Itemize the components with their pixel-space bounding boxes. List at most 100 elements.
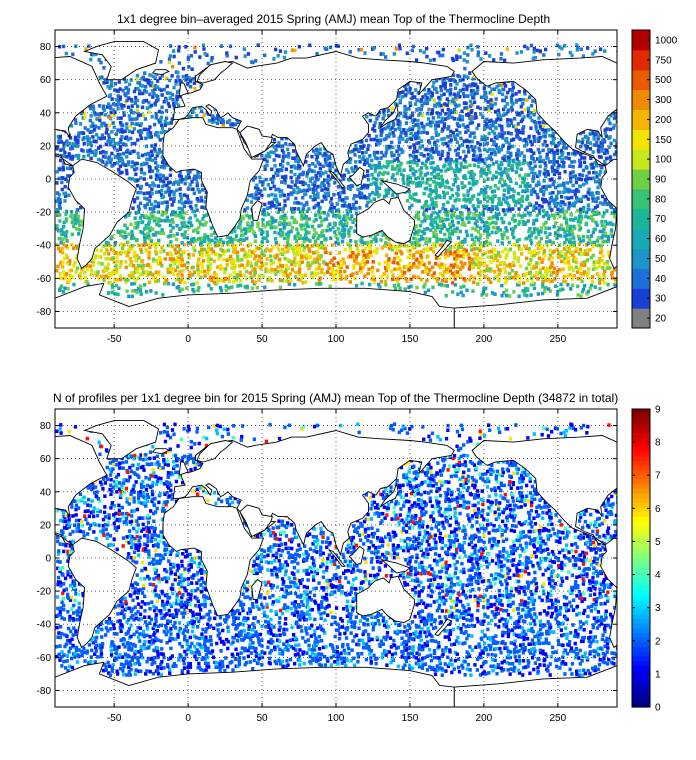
data-cell <box>516 273 520 278</box>
data-cell <box>104 123 108 128</box>
data-cell <box>82 111 87 116</box>
data-cell <box>434 232 438 237</box>
data-cell <box>482 195 486 199</box>
data-cell <box>438 156 443 161</box>
data-cell <box>248 225 252 229</box>
data-cell <box>609 113 613 118</box>
data-cell <box>545 152 549 157</box>
data-cell <box>174 259 179 263</box>
data-cell <box>160 201 164 205</box>
data-cell <box>293 256 297 260</box>
data-cell <box>333 230 337 234</box>
data-cell <box>69 124 74 128</box>
data-cell <box>213 271 217 275</box>
data-cell <box>112 250 116 254</box>
data-cell <box>224 284 228 288</box>
data-cell <box>519 104 523 109</box>
data-cell <box>86 142 90 146</box>
data-cell <box>471 157 475 162</box>
data-cell <box>569 176 573 180</box>
data-cell <box>115 259 119 264</box>
data-cell <box>158 76 162 80</box>
data-cell <box>605 127 609 131</box>
data-cell <box>364 196 369 200</box>
data-cell <box>360 243 364 247</box>
data-cell <box>116 292 120 297</box>
data-cell <box>107 133 111 137</box>
data-cell <box>188 242 193 246</box>
data-cell <box>433 220 438 224</box>
data-cell <box>389 269 394 273</box>
data-cell <box>391 165 395 169</box>
data-cell <box>160 93 164 97</box>
data-cell <box>529 161 533 165</box>
data-cell <box>556 254 560 258</box>
data-cell <box>536 147 540 152</box>
data-cell <box>534 235 538 240</box>
data-cell <box>314 174 318 178</box>
data-cell <box>397 140 402 144</box>
data-cell <box>437 181 441 186</box>
data-cell <box>113 292 117 296</box>
data-cell <box>303 245 307 250</box>
data-cell <box>481 252 485 257</box>
data-cell <box>148 154 152 159</box>
data-cell <box>602 138 606 142</box>
data-cell <box>619 105 622 109</box>
data-cell <box>58 158 63 163</box>
data-cell <box>330 210 335 214</box>
data-cell <box>276 242 281 247</box>
data-cell <box>331 225 335 230</box>
data-cell <box>480 167 484 171</box>
data-cell <box>614 113 617 118</box>
data-cell <box>499 260 503 265</box>
data-cell <box>464 130 468 134</box>
data-cell <box>523 91 527 96</box>
data-cell <box>161 231 166 236</box>
data-cell <box>101 154 106 159</box>
data-cell <box>413 198 417 202</box>
data-cell <box>500 124 504 129</box>
data-cell <box>583 263 587 268</box>
data-cell <box>250 286 255 291</box>
data-cell <box>315 148 319 153</box>
data-cell <box>485 157 489 161</box>
data-cell <box>573 192 577 197</box>
data-cell <box>263 167 267 171</box>
data-cell <box>442 195 446 200</box>
data-cell <box>299 201 303 206</box>
data-cell <box>431 201 435 206</box>
data-cell <box>355 147 359 152</box>
data-cell <box>265 163 269 168</box>
data-cell <box>178 289 182 293</box>
data-cell <box>261 222 265 227</box>
data-cell <box>568 273 572 277</box>
data-cell <box>370 173 374 177</box>
data-cell <box>570 195 574 200</box>
data-cell <box>453 277 457 281</box>
data-cell <box>453 250 457 254</box>
data-cell <box>430 219 434 224</box>
data-cell <box>110 151 114 156</box>
data-cell <box>601 240 605 244</box>
data-cell <box>366 271 370 276</box>
data-cell <box>189 114 193 119</box>
data-cell <box>393 127 397 132</box>
data-cell <box>398 123 402 127</box>
data-cell <box>455 191 459 196</box>
data-cell <box>509 179 513 184</box>
data-cell <box>546 172 550 177</box>
data-cell <box>442 78 447 83</box>
data-cell <box>224 267 228 271</box>
data-cell <box>147 100 151 105</box>
data-cell <box>501 143 505 148</box>
data-cell <box>378 285 382 289</box>
data-cell <box>483 228 487 232</box>
data-cell <box>537 182 541 186</box>
data-cell <box>467 207 471 212</box>
data-cell <box>156 177 160 181</box>
data-cell <box>417 136 421 140</box>
data-cell <box>422 153 426 158</box>
data-cell <box>489 255 494 259</box>
data-cell <box>450 232 454 236</box>
